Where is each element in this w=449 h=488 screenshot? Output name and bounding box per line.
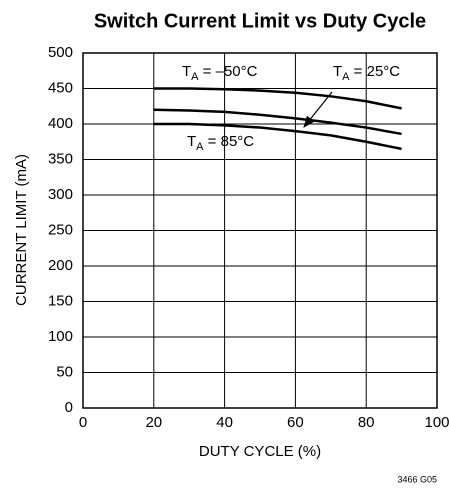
annotation-text: = –50°C xyxy=(199,63,258,80)
line-series xyxy=(153,108,402,136)
annotation-subscript: A xyxy=(191,71,199,83)
y-tick-label: 400 xyxy=(48,115,73,132)
y-tick-label: 250 xyxy=(48,221,73,238)
annotation: TA = 25°C xyxy=(333,63,400,83)
y-tick-label: 200 xyxy=(48,257,73,274)
y-tick-label: 350 xyxy=(48,150,73,167)
annotation: TA = 85°C xyxy=(187,133,254,153)
x-tick-label: 0 xyxy=(79,414,87,431)
x-tick-label: 80 xyxy=(358,414,375,431)
plot-frame xyxy=(82,52,438,409)
x-tick-label: 60 xyxy=(287,414,304,431)
chart-title: Switch Current Limit vs Duty Cycle xyxy=(94,10,426,32)
annotation-text: T xyxy=(182,63,191,80)
annotation: TA = –50°C xyxy=(182,63,258,83)
y-tick-label: 100 xyxy=(48,328,73,345)
y-tick-label: 450 xyxy=(48,79,73,96)
x-axis-label: DUTY CYCLE (%) xyxy=(199,443,321,460)
y-tick-label: 300 xyxy=(48,186,73,203)
annotation-text: = 25°C xyxy=(350,63,401,80)
y-tick-label: 500 xyxy=(48,44,73,61)
line-series xyxy=(153,122,402,151)
annotation-text: T xyxy=(187,133,196,150)
footnote: 3466 G05 xyxy=(397,474,437,484)
x-tick-label: 100 xyxy=(424,414,449,431)
line-series xyxy=(153,87,402,110)
x-tick-label: 20 xyxy=(145,414,162,431)
y-tick-label: 0 xyxy=(65,399,73,416)
annotation-text: T xyxy=(333,63,342,80)
annotation-subscript: A xyxy=(342,71,350,83)
annotation-subscript: A xyxy=(196,141,204,153)
y-tick-label: 50 xyxy=(56,363,73,380)
y-tick-label: 150 xyxy=(48,292,73,309)
y-axis-label: CURRENT LIMIT (mA) xyxy=(13,154,30,306)
x-tick-label: 40 xyxy=(216,414,233,431)
annotation-text: = 85°C xyxy=(204,133,255,150)
